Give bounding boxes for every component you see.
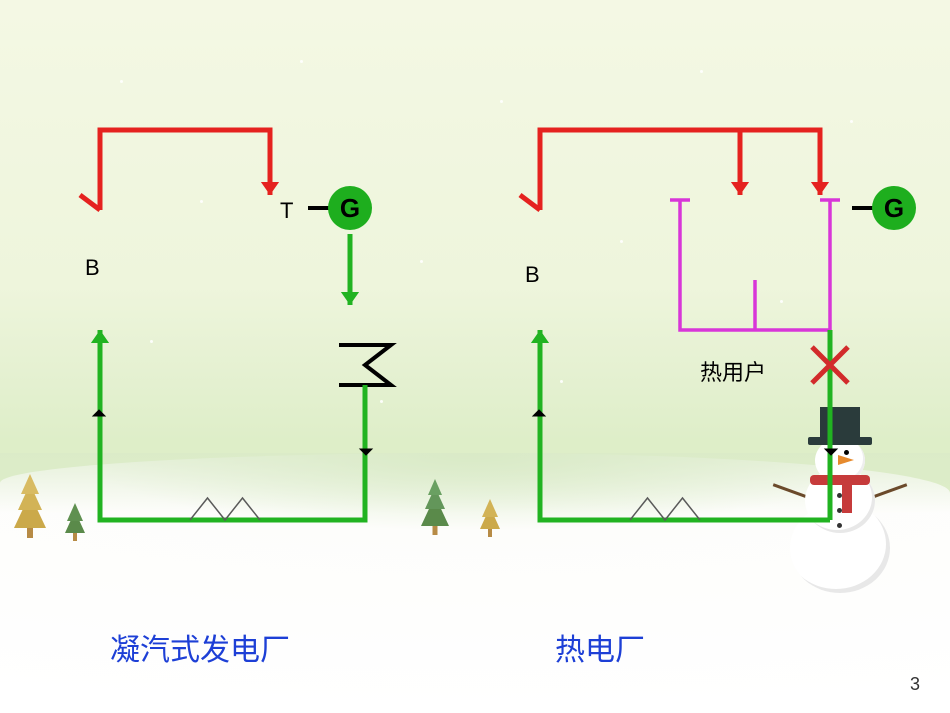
boiler-label-left: B — [85, 255, 100, 281]
diagram-lines — [0, 0, 950, 713]
slide-stage: G G B T B 热用户 凝汽式发电厂 热电厂 3 — [0, 0, 950, 713]
generator-label: G — [884, 193, 904, 224]
generator-right: G — [872, 186, 916, 230]
generator-label: G — [340, 193, 360, 224]
caption-left: 凝汽式发电厂 — [110, 625, 290, 669]
boiler-label-right: B — [525, 262, 540, 288]
page-number: 3 — [910, 674, 920, 695]
caption-right: 热电厂 — [555, 625, 645, 669]
heat-user-label: 热用户 — [700, 355, 766, 387]
generator-left: G — [328, 186, 372, 230]
turbine-label-left: T — [280, 198, 293, 224]
